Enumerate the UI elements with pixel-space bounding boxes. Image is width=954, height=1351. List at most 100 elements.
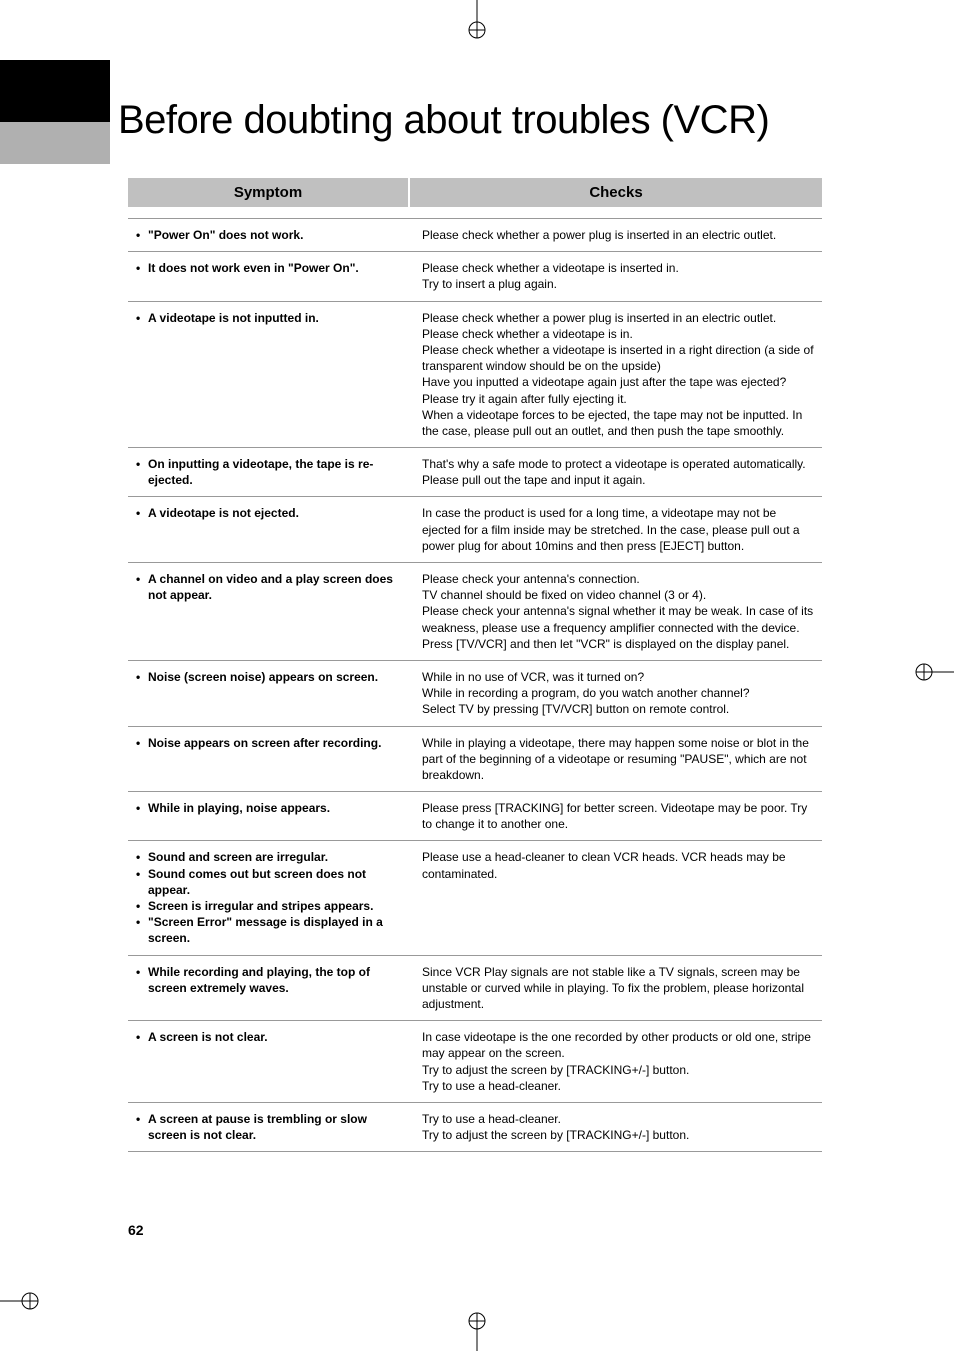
bullet-icon: • xyxy=(136,456,148,488)
crop-mark-right xyxy=(914,652,954,692)
symptom-text: A videotape is not inputted in. xyxy=(148,310,398,326)
check-text: Please check whether a power plug is ins… xyxy=(422,227,814,243)
symptom-text: A videotape is not ejected. xyxy=(148,505,398,521)
symptom-text: "Screen Error" message is displayed in a… xyxy=(148,914,398,946)
check-text: When a videotape forces to be ejected, t… xyxy=(422,407,814,439)
symptom-text: On inputting a videotape, the tape is re… xyxy=(148,456,398,488)
checks-cell: Please check your antenna's connection.T… xyxy=(410,571,822,652)
symptom-item: •Sound comes out but screen does not app… xyxy=(136,866,398,898)
symptom-text: Screen is irregular and stripes appears. xyxy=(148,898,398,914)
check-text: Press [TV/VCR] and then let "VCR" is dis… xyxy=(422,636,814,652)
crop-mark-left xyxy=(0,1281,40,1321)
table-row: •A videotape is not ejected. In case the … xyxy=(128,497,822,563)
symptom-cell: •While in playing, noise appears. xyxy=(128,800,410,832)
bullet-icon: • xyxy=(136,849,148,865)
symptom-text: A channel on video and a play screen doe… xyxy=(148,571,398,603)
header-symptom: Symptom xyxy=(128,178,410,208)
check-text: Since VCR Play signals are not stable li… xyxy=(422,964,814,1013)
symptom-cell: •Sound and screen are irregular.•Sound c… xyxy=(128,849,410,946)
page-title: Before doubting about troubles (VCR) xyxy=(118,98,769,143)
check-text: That's why a safe mode to protect a vide… xyxy=(422,456,814,488)
check-text: Please use a head-cleaner to clean VCR h… xyxy=(422,849,814,881)
symptom-cell: •A channel on video and a play screen do… xyxy=(128,571,410,652)
table-row: •It does not work even in "Power On". Ple… xyxy=(128,252,822,301)
bullet-icon: • xyxy=(136,310,148,326)
bullet-icon: • xyxy=(136,964,148,996)
table-row: •A screen is not clear. In case videotape… xyxy=(128,1021,822,1103)
symptom-cell: •A screen is not clear. xyxy=(128,1029,410,1094)
table-row: •Noise appears on screen after recording… xyxy=(128,727,822,793)
check-text: Try to adjust the screen by [TRACKING+/-… xyxy=(422,1062,814,1078)
symptom-text: "Power On" does not work. xyxy=(148,227,398,243)
crop-mark-bottom xyxy=(457,1311,497,1351)
symptom-text: Noise appears on screen after recording. xyxy=(148,735,398,751)
symptom-item: •Noise appears on screen after recording… xyxy=(136,735,398,751)
symptom-item: •On inputting a videotape, the tape is r… xyxy=(136,456,398,488)
symptom-text: A screen at pause is trembling or slow s… xyxy=(148,1111,398,1143)
side-tab-black xyxy=(0,60,110,122)
header-checks: Checks xyxy=(410,178,822,208)
symptom-item: •"Screen Error" message is displayed in … xyxy=(136,914,398,946)
symptom-item: •It does not work even in "Power On". xyxy=(136,260,398,276)
bullet-icon: • xyxy=(136,571,148,603)
check-text: Please check whether a videotape is in. xyxy=(422,326,814,342)
bullet-icon: • xyxy=(136,1029,148,1045)
table-row: •Noise (screen noise) appears on screen.… xyxy=(128,661,822,727)
page-number: 62 xyxy=(128,1222,144,1238)
check-text: While in recording a program, do you wat… xyxy=(422,685,814,701)
bullet-icon: • xyxy=(136,866,148,898)
symptom-cell: •It does not work even in "Power On". xyxy=(128,260,410,292)
symptom-text: While in playing, noise appears. xyxy=(148,800,398,816)
symptom-item: •Noise (screen noise) appears on screen. xyxy=(136,669,398,685)
checks-cell: In case videotape is the one recorded by… xyxy=(410,1029,822,1094)
bullet-icon: • xyxy=(136,669,148,685)
bullet-icon: • xyxy=(136,505,148,521)
bullet-icon: • xyxy=(136,260,148,276)
symptom-item: •"Power On" does not work. xyxy=(136,227,398,243)
symptom-cell: •While recording and playing, the top of… xyxy=(128,964,410,1013)
check-text: In case the product is used for a long t… xyxy=(422,505,814,554)
table-row: •"Power On" does not work. Please check w… xyxy=(128,218,822,252)
check-text: While in no use of VCR, was it turned on… xyxy=(422,669,814,685)
symptom-text: While recording and playing, the top of … xyxy=(148,964,398,996)
checks-cell: Please check whether a power plug is ins… xyxy=(410,227,822,243)
symptom-item: •While in playing, noise appears. xyxy=(136,800,398,816)
check-text: Please check your antenna's connection. xyxy=(422,571,814,587)
symptom-item: •Screen is irregular and stripes appears… xyxy=(136,898,398,914)
check-text: In case videotape is the one recorded by… xyxy=(422,1029,814,1061)
crop-mark-top xyxy=(457,0,497,40)
checks-cell: Try to use a head-cleaner.Try to adjust … xyxy=(410,1111,822,1143)
symptom-item: •A screen is not clear. xyxy=(136,1029,398,1045)
symptom-text: A screen is not clear. xyxy=(148,1029,398,1045)
checks-cell: Please check whether a power plug is ins… xyxy=(410,310,822,440)
checks-cell: Please check whether a videotape is inse… xyxy=(410,260,822,292)
table-row: •A channel on video and a play screen do… xyxy=(128,563,822,661)
bullet-icon: • xyxy=(136,227,148,243)
check-text: Try to adjust the screen by [TRACKING+/-… xyxy=(422,1127,814,1143)
table-row: •While recording and playing, the top of… xyxy=(128,956,822,1022)
table-row: •Sound and screen are irregular.•Sound c… xyxy=(128,841,822,955)
symptom-item: •A channel on video and a play screen do… xyxy=(136,571,398,603)
symptom-item: •A screen at pause is trembling or slow … xyxy=(136,1111,398,1143)
symptom-cell: •Noise appears on screen after recording… xyxy=(128,735,410,784)
symptom-text: Sound comes out but screen does not appe… xyxy=(148,866,398,898)
symptom-cell: •On inputting a videotape, the tape is r… xyxy=(128,456,410,488)
symptom-text: Noise (screen noise) appears on screen. xyxy=(148,669,398,685)
symptom-item: •A videotape is not inputted in. xyxy=(136,310,398,326)
checks-cell: Since VCR Play signals are not stable li… xyxy=(410,964,822,1013)
check-text: Please check your antenna's signal wheth… xyxy=(422,603,814,635)
checks-cell: While in playing a videotape, there may … xyxy=(410,735,822,784)
check-text: Please check whether a videotape is inse… xyxy=(422,342,814,374)
bullet-icon: • xyxy=(136,800,148,816)
check-text: While in playing a videotape, there may … xyxy=(422,735,814,784)
check-text: Try to insert a plug again. xyxy=(422,276,814,292)
check-text: Have you inputted a videotape again just… xyxy=(422,374,814,406)
troubleshooting-table: Symptom Checks •"Power On" does not work… xyxy=(128,178,822,1152)
symptom-text: Sound and screen are irregular. xyxy=(148,849,398,865)
check-text: Select TV by pressing [TV/VCR] button on… xyxy=(422,701,814,717)
check-text: Please check whether a videotape is inse… xyxy=(422,260,814,276)
bullet-icon: • xyxy=(136,1111,148,1143)
check-text: TV channel should be fixed on video chan… xyxy=(422,587,814,603)
symptom-cell: •A videotape is not inputted in. xyxy=(128,310,410,440)
checks-cell: Please use a head-cleaner to clean VCR h… xyxy=(410,849,822,946)
